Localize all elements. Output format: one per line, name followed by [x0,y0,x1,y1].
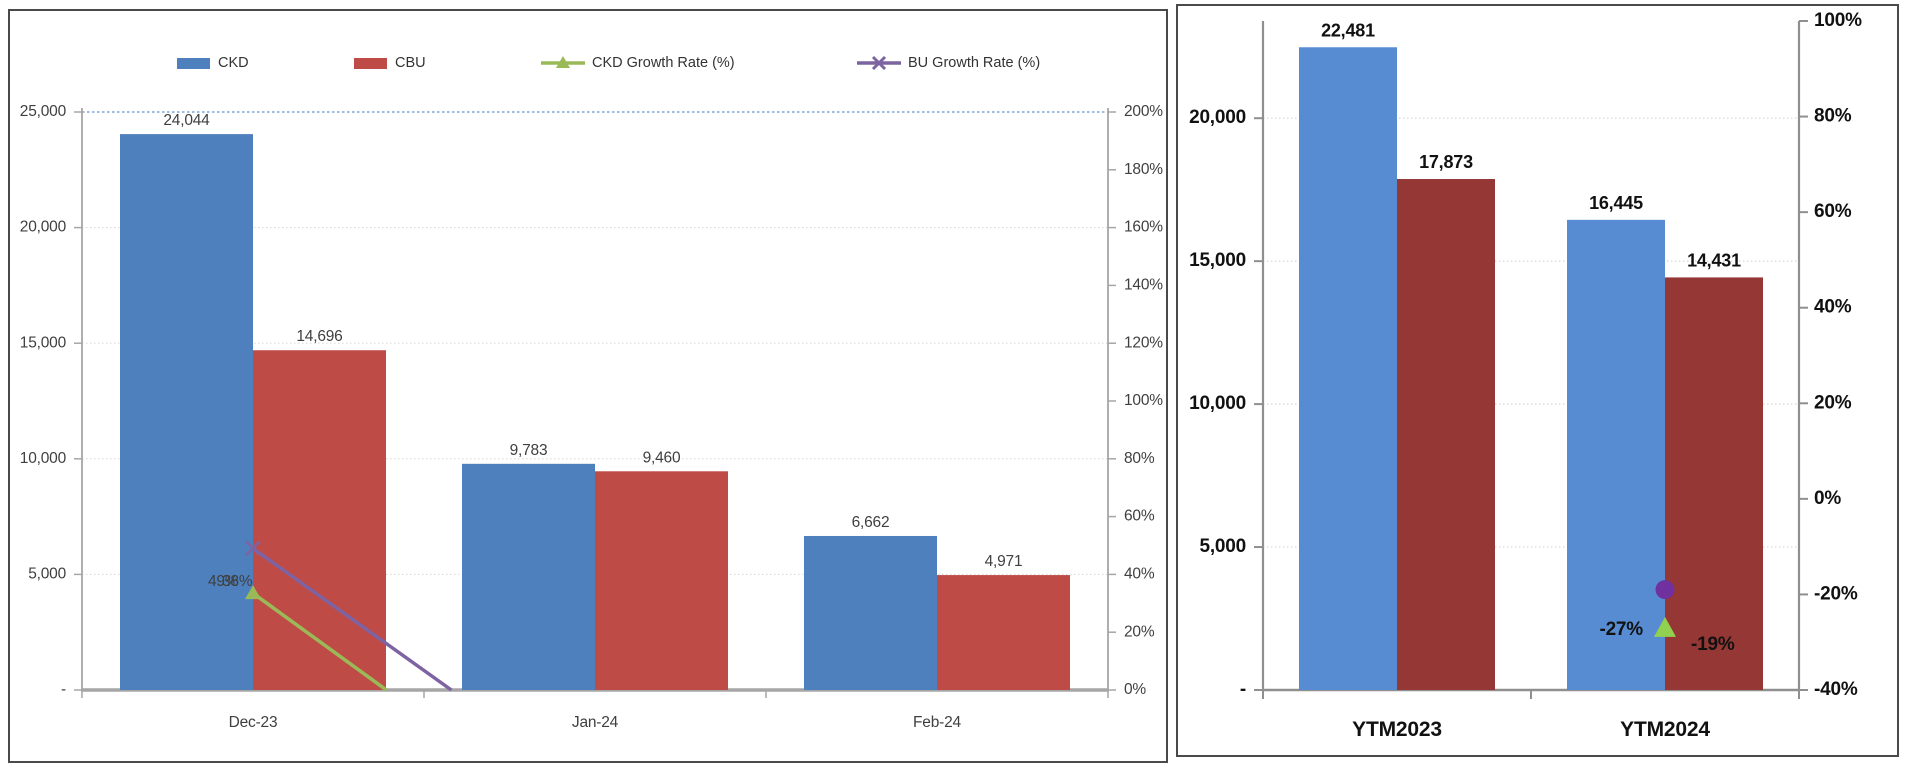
left-axis-label: 15,000 [20,334,67,351]
ytm-chart: - 5,000 10,000 15,000 20,000 -40% -20% 0% 20% 40%… [1189,10,1862,741]
right-axis-label: 180% [1124,161,1163,178]
right-axis-label: 20% [1814,392,1852,413]
bar-cbu-jan-24[interactable] [595,471,728,690]
legend-item-cbu[interactable]: CBU [353,51,426,75]
bar-value-label: 22,481 [1321,20,1375,40]
line-triangle-icon [541,56,585,68]
bar-ckd-dec-23[interactable] [120,134,253,690]
ckd-swatch-icon [177,58,210,69]
bar-value-label: 17,873 [1419,152,1473,172]
bu-growth-line[interactable] [251,546,453,692]
bar-ckd-feb-24[interactable] [804,535,937,690]
right-axis-label: 80% [1124,450,1155,467]
category-label: Dec-23 [229,714,278,731]
right-axis-label: 0% [1124,681,1146,698]
legend-item-ckd[interactable]: CKD [176,51,249,75]
growth-label-ckd: 38% [222,573,253,590]
category-label: YTM2024 [1620,718,1710,741]
growth-label-ckd: -27% [1599,619,1643,640]
bar-value-label: 24,044 [163,112,210,129]
legend-item-bu-growth[interactable]: BU Growth Rate (%) [856,51,1040,75]
growth-label-bu: 49% [208,573,239,590]
x-marker[interactable] [245,540,261,557]
left-axis-label: 20,000 [20,219,67,236]
category-label: Jan-24 [572,714,619,731]
growth-label-bu: -19% [1691,634,1735,655]
right-axis-label: 0% [1814,488,1841,509]
ckd-growth-line[interactable] [251,591,388,692]
left-axis-label: 10,000 [1189,393,1246,414]
left-axis-label: 25,000 [20,103,67,120]
left-axis-label: 15,000 [1189,250,1246,271]
right-axis-label: 100% [1124,392,1163,409]
bar-value-label: 14,431 [1687,250,1741,270]
legend-label: CKD Growth Rate (%) [592,55,735,71]
legend-label: CKD [218,55,249,71]
left-axis-label: 5,000 [1199,536,1246,557]
monthly-chart: - 5,000 10,000 15,000 20,000 25,000 0% 20% 40% 60… [20,103,1164,731]
bar-value-label: 9,783 [510,442,548,459]
legend-item-ckd-growth[interactable]: CKD Growth Rate (%) [540,51,735,75]
bar-value-label: 16,445 [1589,193,1643,213]
triangle-marker[interactable] [1654,616,1676,637]
line-x-icon [857,55,901,71]
right-axis-label: 100% [1814,10,1862,31]
legend-label: CBU [395,55,426,71]
bar-cbu-ytm2024[interactable] [1665,277,1763,690]
right-axis-label: 40% [1124,565,1155,582]
left-axis-label: 20,000 [1189,107,1246,128]
ytm-chart-panel: - 5,000 10,000 15,000 20,000 -40% -20% 0% 20% 40%… [1176,4,1899,757]
monthly-chart-panel: CKD CBU CKD Growth Rate (%) [8,9,1168,763]
right-axis-label: 80% [1814,106,1852,127]
cbu-swatch-icon [354,58,387,69]
left-axis-label: - [61,681,66,698]
bar-value-label: 9,460 [643,449,681,466]
bar-ckd-ytm2024[interactable] [1567,219,1665,690]
bar-cbu-dec-23[interactable] [253,350,386,690]
bar-ckd-ytm2023[interactable] [1299,47,1397,690]
right-axis-label: 160% [1124,219,1163,236]
right-axis-label: 120% [1124,334,1163,351]
right-axis-label: 60% [1124,508,1155,525]
legend: CKD CBU CKD Growth Rate (%) [10,51,1166,75]
right-axis-label: 60% [1814,201,1852,222]
bar-value-label: 6,662 [852,514,890,531]
bar-value-label: 4,971 [985,553,1023,570]
right-axis-label: 140% [1124,276,1163,293]
triangle-marker[interactable] [245,585,261,600]
bar-value-label: 14,696 [296,328,342,345]
left-axis-label: 10,000 [20,450,67,467]
bar-cbu-feb-24[interactable] [937,575,1070,690]
right-axis-label: 20% [1124,623,1155,640]
left-axis-label: 5,000 [28,565,66,582]
right-axis-label: 40% [1814,297,1852,318]
right-axis-label: -40% [1814,679,1858,700]
circle-marker[interactable] [1655,580,1675,600]
right-axis-label: 200% [1124,103,1163,120]
bar-ckd-jan-24[interactable] [462,463,595,690]
left-axis-label: - [1240,679,1246,700]
legend-label: BU Growth Rate (%) [908,55,1041,71]
category-label: YTM2023 [1352,718,1442,741]
right-axis-label: -20% [1814,583,1858,604]
category-label: Feb-24 [913,714,961,731]
bar-cbu-ytm2023[interactable] [1397,179,1495,691]
